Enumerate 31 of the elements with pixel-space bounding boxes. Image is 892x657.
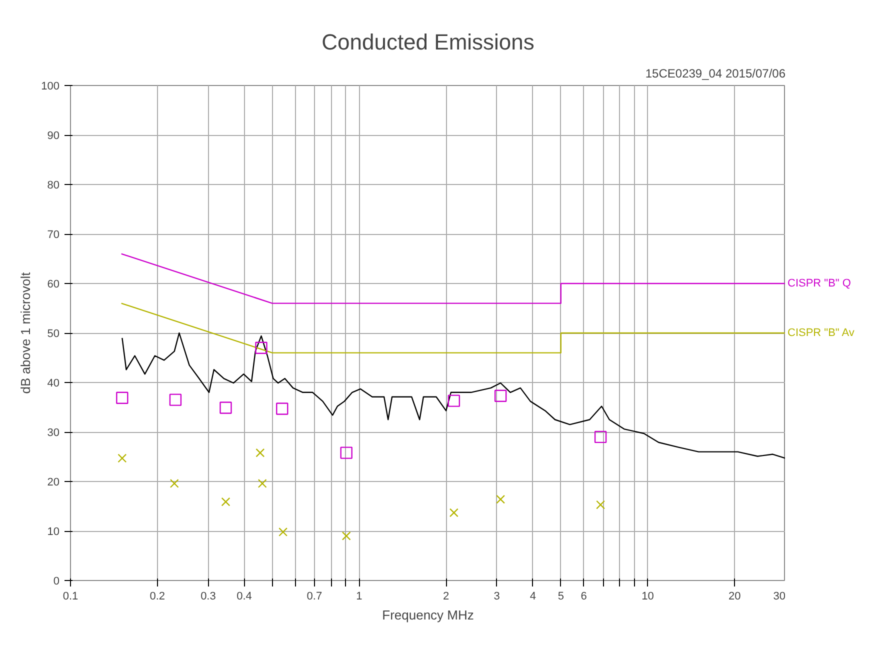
y-tick-label: 40 [47,378,60,390]
x-tick-label: 3 [494,590,500,602]
x-tick-label: 4 [530,590,536,602]
chart-title: Conducted Emissions [322,30,534,54]
x-tick-label: 0.7 [306,590,322,602]
x-tick-label: 10 [642,590,654,602]
y-tick-label: 20 [47,476,60,488]
y-tick-label: 0 [53,576,60,588]
y-tick-label: 90 [47,130,60,142]
x-tick-label: 6 [580,590,587,602]
series-label: CISPR "B" Q [788,278,852,290]
y-tick-label: 50 [47,328,60,340]
x-tick-label: 0.2 [150,590,166,602]
y-tick-label: 10 [47,526,60,538]
text: 15CE0239_04 2015/07/06 [645,66,786,80]
x-tick-label: 20 [728,590,741,602]
y-tick-label: 30 [47,427,60,439]
x-tick-label: 1 [356,590,362,602]
x-tick-label: 2 [442,590,450,602]
y-tick-label: 70 [47,229,60,241]
x-tick-label: 0.3 [200,590,216,602]
x-tick-label: 0.4 [236,590,252,602]
x-tick-label: 5 [558,590,564,602]
x-tick-label: 30 [773,590,786,602]
y-axis-title: dB above 1 microvolt [18,272,34,394]
x-axis-title: Frequency MHz [382,608,474,622]
series-label: CISPR "B" Av [788,327,855,339]
y-tick-label: 60 [47,278,60,290]
x-tick-label: 0.1 [62,590,78,602]
y-tick-label: 80 [47,180,60,192]
y-tick-label: 100 [41,80,60,92]
